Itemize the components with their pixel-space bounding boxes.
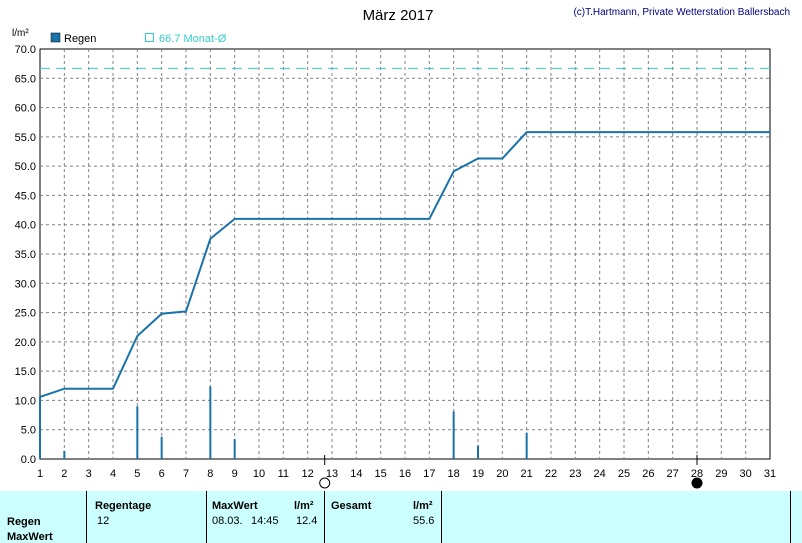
x-tick-label: 29 <box>715 468 727 480</box>
total-value: 55.6 <box>413 515 435 527</box>
regentage-value: 12 <box>97 515 110 527</box>
x-tick-label: 15 <box>375 468 387 480</box>
max-time: 14:45 <box>251 515 279 527</box>
y-tick-label: 60.0 <box>15 103 36 115</box>
header-gesamt: Gesamt <box>331 500 372 512</box>
x-tick-label: 21 <box>521 468 533 480</box>
x-tick-label: 13 <box>326 468 338 480</box>
copyright-text: (c)T.Hartmann, Private Wetterstation Bal… <box>573 7 790 18</box>
max-value: 12.4 <box>296 515 318 527</box>
daily-rain-bars <box>39 386 528 459</box>
rain-bar <box>525 432 528 459</box>
grid-lines <box>40 49 770 459</box>
x-tick-label: 27 <box>667 468 679 480</box>
statistics-panel: Regentage MaxWert l/m² Gesamt l/m² Regen… <box>0 491 802 543</box>
rain-bar <box>136 406 139 459</box>
row-label-regen: Regen <box>7 516 41 528</box>
x-tick-label: 31 <box>764 468 776 480</box>
moon-phase-markers <box>319 455 703 489</box>
y-tick-label: 65.0 <box>15 73 36 85</box>
x-tick-label: 9 <box>232 468 238 480</box>
x-tick-label: 26 <box>642 468 654 480</box>
rain-bar <box>63 450 66 459</box>
y-tick-label: 35.0 <box>15 249 36 261</box>
x-tick-label: 14 <box>350 468 362 480</box>
x-tick-label: 7 <box>183 468 189 480</box>
y-tick-label: 20.0 <box>15 337 36 349</box>
new-moon-icon <box>691 477 703 489</box>
x-tick-label: 16 <box>399 468 411 480</box>
legend-label-regen: Regen <box>64 33 96 45</box>
x-tick-label: 2 <box>61 468 67 480</box>
y-tick-label: 10.0 <box>15 395 36 407</box>
x-tick-label: 25 <box>618 468 630 480</box>
y-tick-label: 50.0 <box>15 161 36 173</box>
rain-chart: 0.0 5.0 10.0 15.0 20.0 25.0 30.0 35.0 40.0 45.0 50… <box>12 7 790 489</box>
x-tick-label: 11 <box>278 468 289 480</box>
rain-bar <box>233 439 236 459</box>
x-tick-labels: 1 2 3 4 5 6 7 8 9 10 11 12 13 14 15 16 17 18 19 20 21 22 23 24 2… <box>37 468 776 480</box>
y-tick-label: 70.0 <box>15 44 36 56</box>
rain-bar <box>209 386 212 459</box>
rain-bar <box>477 445 479 459</box>
legend-swatch-average <box>145 33 154 42</box>
x-tick-label: 28 <box>691 468 703 480</box>
legend-label-average: 66.7 Monat-Ø <box>159 33 227 45</box>
x-tick-label: 12 <box>302 468 314 480</box>
x-tick-label: 1 <box>37 468 43 480</box>
x-tick-label: 22 <box>545 468 557 480</box>
chart-title: März 2017 <box>363 7 434 24</box>
x-tick-label: 19 <box>472 468 484 480</box>
x-tick-label: 18 <box>448 468 460 480</box>
x-tick-label: 24 <box>594 468 606 480</box>
x-tick-label: 20 <box>496 468 508 480</box>
header-maxwert: MaxWert <box>212 500 258 512</box>
x-tick-label: 23 <box>569 468 581 480</box>
rain-bar <box>39 396 41 459</box>
y-tick-label: 55.0 <box>15 132 36 144</box>
y-tick-label: 40.0 <box>15 220 36 232</box>
x-tick-label: 8 <box>207 468 213 480</box>
x-tick-label: 30 <box>740 468 752 480</box>
x-tick-label: 5 <box>134 468 140 480</box>
y-tick-label: 5.0 <box>21 425 36 437</box>
y-tick-label: 25.0 <box>15 308 36 320</box>
x-tick-label: 4 <box>110 468 116 480</box>
cumulative-rain-line <box>39 131 770 398</box>
header-maxwert-unit: l/m² <box>294 500 314 512</box>
header-gesamt-unit: l/m² <box>413 500 433 512</box>
y-tick-label: 45.0 <box>15 190 36 202</box>
y-tick-labels: 0.0 5.0 10.0 15.0 20.0 25.0 30.0 35.0 40.0 45.0 50… <box>15 44 36 466</box>
header-regentage: Regentage <box>95 500 152 512</box>
full-moon-icon <box>319 477 331 489</box>
x-tick-label: 17 <box>423 468 435 480</box>
x-tick-label: 6 <box>159 468 165 480</box>
rain-bar <box>452 411 455 459</box>
x-tick-label: 10 <box>253 468 265 480</box>
cumulative-line <box>39 131 770 398</box>
legend-swatch-regen <box>50 32 61 43</box>
rain-bar <box>160 436 163 459</box>
y-tick-label: 15.0 <box>15 366 36 378</box>
y-tick-label: 0.0 <box>21 454 36 466</box>
x-tick-label: 3 <box>86 468 92 480</box>
row-label-maxwert: MaxWert <box>7 531 53 543</box>
y-tick-label: 30.0 <box>15 278 36 290</box>
max-date: 08.03. <box>212 515 243 527</box>
y-axis-unit: l/m² <box>12 28 29 39</box>
